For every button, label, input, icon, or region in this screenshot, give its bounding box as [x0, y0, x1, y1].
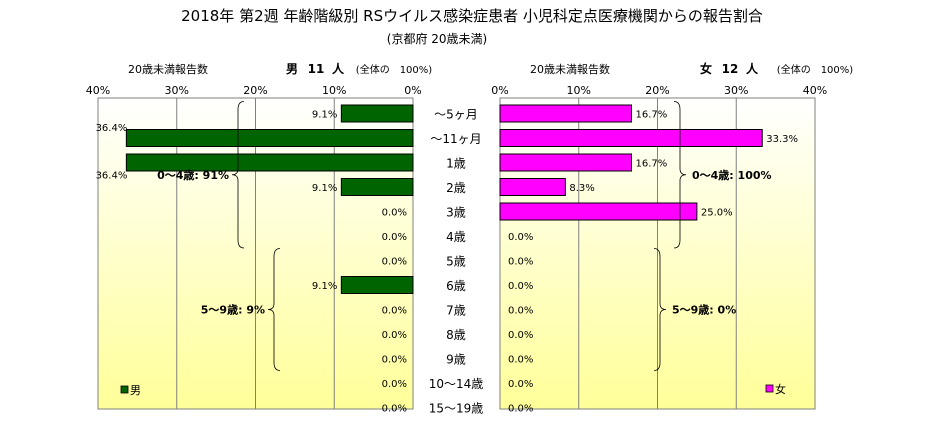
male-data-label: 0.0%	[382, 232, 407, 243]
male-tick-label: 30%	[165, 84, 189, 97]
chart-subtitle: (京都府 20歳未満)	[387, 31, 487, 46]
female-data-label: 0.0%	[508, 404, 533, 415]
male-data-label: 9.1%	[312, 183, 337, 194]
female-group-bracket	[673, 101, 687, 249]
female-tick-label: 0%	[491, 84, 508, 97]
male-data-label: 0.0%	[382, 404, 407, 415]
female-data-label: 0.0%	[508, 232, 533, 243]
female-group-label: 5～9歳: 0%	[672, 303, 736, 317]
age-category-label: 5歳	[446, 255, 466, 269]
age-category-label: 8歳	[446, 328, 466, 342]
male-group-bracket	[231, 101, 245, 249]
age-category-label: 9歳	[446, 353, 466, 367]
male-count-label: 11	[308, 62, 325, 76]
male-data-labels: 9.1% 36.4% 36.4% 9.1% 0.0% 0.0% 0.0% 9.1% 0.0% 0.…	[96, 110, 407, 415]
male-data-label: 0.0%	[382, 330, 407, 341]
female-data-label: 33.3%	[766, 134, 798, 145]
male-data-label: 0.0%	[382, 355, 407, 366]
male-group-label: 5～9歳: 9%	[201, 303, 265, 317]
female-count-label: 12	[722, 62, 739, 76]
male-data-label: 0.0%	[382, 379, 407, 390]
female-data-label: 0.0%	[508, 379, 533, 390]
chart-title: 2018年 第2週 年齢階級別 RSウイルス感染症患者 小児科定点医療機関からの…	[181, 7, 763, 25]
female-data-label: 16.7%	[636, 159, 668, 170]
age-category-label: 15～19歳	[429, 402, 484, 416]
male-total-label: (全体の 100%)	[356, 63, 432, 76]
female-tick-label: 10%	[567, 84, 591, 97]
age-category-label: ～11ヶ月	[430, 132, 481, 146]
male-tick-label: 40%	[86, 84, 110, 97]
male-legend-label: 男	[130, 384, 141, 397]
male-count-unit: 人	[332, 61, 345, 76]
female-data-label: 0.0%	[508, 330, 533, 341]
male-gridlines	[176, 98, 335, 409]
female-sex-label: 女	[700, 61, 712, 76]
age-category-label: 7歳	[446, 304, 466, 318]
male-legend: 男	[120, 384, 141, 397]
male-data-label: 0.0%	[382, 306, 407, 317]
male-sex-label: 男	[286, 62, 298, 76]
male-data-label: 36.4%	[96, 171, 128, 182]
female-gridlines	[578, 98, 737, 409]
male-axis-caption: 20歳未満報告数	[128, 63, 208, 76]
male-tick-label: 10%	[322, 84, 346, 97]
age-category-label: 4歳	[446, 230, 466, 244]
age-category-label: 6歳	[446, 279, 466, 293]
female-data-label: 0.0%	[508, 281, 533, 292]
female-data-label: 0.0%	[508, 306, 533, 317]
male-tick-label: 0%	[404, 84, 421, 97]
female-tick-label: 20%	[645, 84, 669, 97]
age-category-label: 1歳	[446, 157, 466, 171]
age-category-label: 10～14歳	[429, 377, 484, 391]
male-bar	[125, 153, 414, 172]
female-data-label: 0.0%	[508, 257, 533, 268]
female-data-label: 0.0%	[508, 355, 533, 366]
female-axis-ticks: 0% 10% 20% 30% 40%	[491, 84, 827, 97]
male-data-label: 0.0%	[382, 208, 407, 219]
female-tick-label: 30%	[724, 84, 748, 97]
female-data-label: 16.7%	[636, 110, 668, 121]
male-group-bracket	[267, 248, 281, 371]
female-data-labels: 16.7% 33.3% 16.7% 8.3% 25.0% 0.0% 0.0% 0.0% 0.0%…	[508, 110, 798, 415]
age-category-label: 2歳	[446, 181, 466, 195]
male-data-label: 9.1%	[312, 110, 337, 121]
female-bars	[499, 104, 763, 221]
male-header: 20歳未満報告数 男 11 人 (全体の 100%)	[128, 61, 432, 76]
male-data-label: 36.4%	[96, 123, 128, 134]
female-legend: 女	[765, 382, 786, 396]
female-legend-swatch	[765, 384, 774, 393]
female-bar	[499, 104, 633, 123]
female-header: 20歳未満報告数 女 12 人 (全体の 100%)	[530, 61, 853, 76]
male-tick-label: 20%	[243, 84, 267, 97]
male-bar	[125, 129, 414, 147]
female-tick-label: 40%	[803, 84, 827, 97]
age-category-label: ～5ヶ月	[434, 108, 478, 122]
male-bar	[340, 178, 414, 196]
female-group-bracket	[653, 248, 667, 371]
female-bar	[499, 202, 698, 221]
male-axis-ticks: 40% 30% 20% 10% 0%	[86, 84, 422, 97]
female-bar	[499, 129, 763, 147]
age-category-label: 3歳	[446, 206, 466, 220]
female-legend-label: 女	[775, 382, 786, 396]
female-bar	[499, 153, 633, 172]
age-category-labels: ～5ヶ月 ～11ヶ月 1歳 2歳 3歳 4歳 5歳 6歳 7歳 8歳 9歳 10～14歳 15～19歳	[429, 108, 484, 416]
male-data-label: 9.1%	[312, 281, 337, 292]
female-group-label: 0～4歳: 100%	[692, 168, 772, 182]
male-bar	[340, 104, 414, 123]
female-count-unit: 人	[746, 61, 759, 76]
male-bars	[125, 104, 414, 294]
male-legend-swatch	[120, 385, 129, 394]
age-group-brackets: 0～4歳: 91% 5～9歳: 9% 0～4歳: 100% 5～9歳: 0%	[157, 101, 772, 371]
female-axis-caption: 20歳未満報告数	[530, 63, 610, 76]
male-bar	[340, 276, 414, 294]
female-data-label: 8.3%	[569, 183, 594, 194]
male-data-label: 0.0%	[382, 257, 407, 268]
female-bar	[499, 178, 566, 196]
male-group-label: 0～4歳: 91%	[157, 168, 229, 182]
female-data-label: 25.0%	[701, 208, 733, 219]
female-total-label: (全体の 100%)	[777, 63, 853, 76]
